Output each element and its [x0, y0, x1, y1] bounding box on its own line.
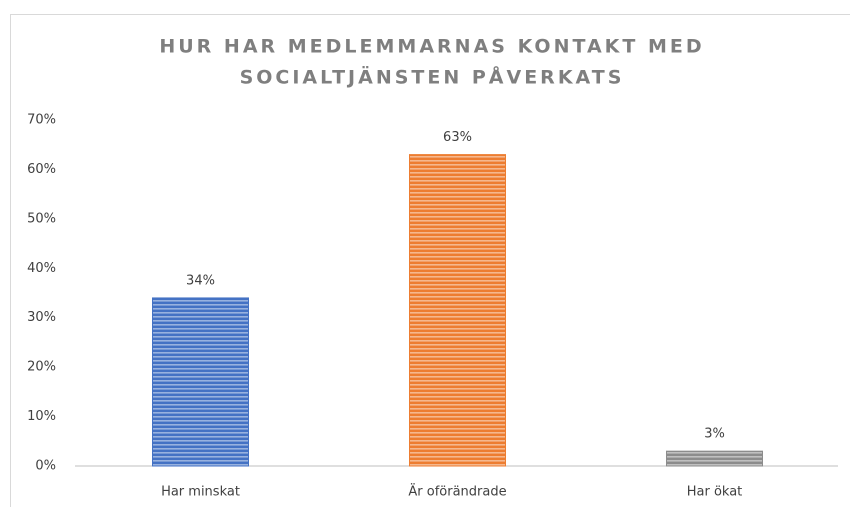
- chart-title: HUR HAR MEDLEMMARNAS KONTAKT MED: [159, 36, 704, 58]
- x-tick-label: Är oförändrade: [408, 484, 506, 500]
- bar: [666, 450, 763, 467]
- chart-title: SOCIALTJÄNSTEN PÅVERKATS: [240, 65, 625, 89]
- data-label: 3%: [704, 427, 725, 442]
- bar: [152, 297, 249, 467]
- y-tick-label: 30%: [27, 310, 56, 325]
- y-tick-label: 50%: [27, 211, 56, 226]
- chart-frame: [10, 14, 850, 507]
- y-tick-label: 10%: [27, 409, 56, 424]
- y-tick-label: 0%: [35, 459, 56, 474]
- bar: [409, 154, 506, 467]
- data-label: 34%: [186, 273, 215, 288]
- data-label: 63%: [443, 130, 472, 145]
- y-tick-label: 40%: [27, 261, 56, 276]
- y-tick-label: 70%: [27, 113, 56, 128]
- x-tick-label: Har ökat: [687, 485, 743, 500]
- y-tick-label: 60%: [27, 162, 56, 177]
- x-tick-label: Har minskat: [161, 485, 240, 500]
- y-tick-label: 20%: [27, 360, 56, 375]
